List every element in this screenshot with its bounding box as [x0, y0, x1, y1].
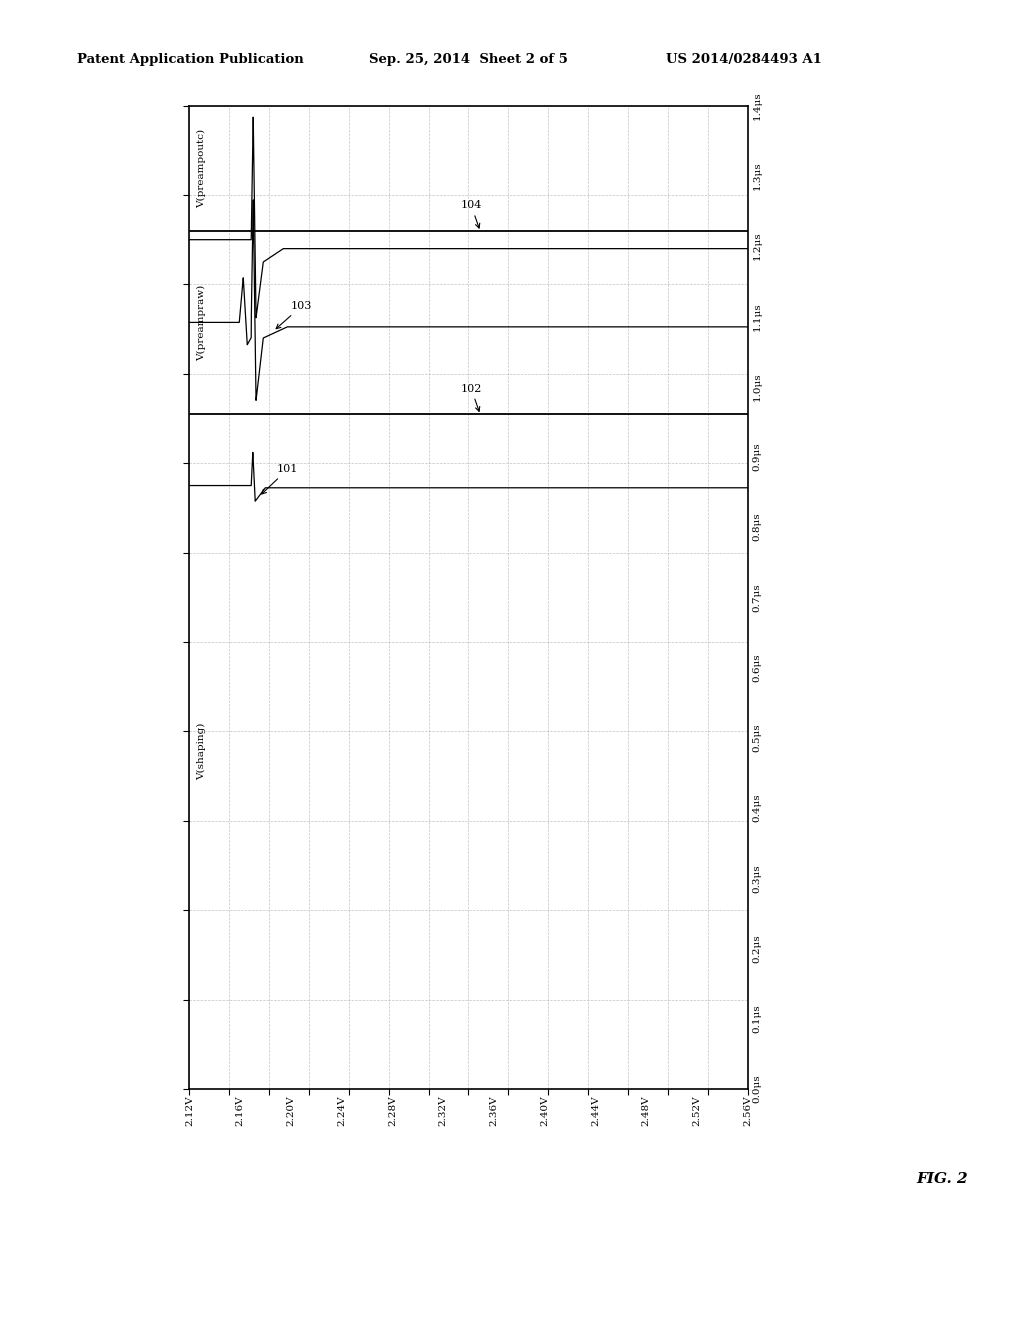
Text: 1.4μs: 1.4μs [753, 91, 762, 120]
Text: 2.12V: 2.12V [185, 1096, 194, 1126]
Text: 2.44V: 2.44V [591, 1096, 600, 1126]
Text: V(preampoutc): V(preampoutc) [197, 128, 206, 207]
Text: 2.36V: 2.36V [489, 1096, 499, 1126]
Text: 101: 101 [262, 465, 299, 494]
Text: 1.2μs: 1.2μs [753, 232, 762, 260]
Text: 0.4μs: 0.4μs [753, 793, 762, 822]
Text: US 2014/0284493 A1: US 2014/0284493 A1 [666, 53, 821, 66]
Text: V(shaping): V(shaping) [197, 723, 206, 780]
Text: 2.28V: 2.28V [388, 1096, 397, 1126]
Text: 2.56V: 2.56V [743, 1096, 752, 1126]
Text: V(preampraw): V(preampraw) [197, 284, 206, 360]
Text: 0.7μs: 0.7μs [753, 583, 762, 611]
Text: 1.1μs: 1.1μs [753, 302, 762, 330]
Text: 104: 104 [461, 201, 482, 228]
Text: 2.52V: 2.52V [692, 1096, 701, 1126]
Text: 0.6μs: 0.6μs [753, 653, 762, 682]
Text: 0.0μs: 0.0μs [753, 1074, 762, 1104]
Text: 103: 103 [276, 301, 312, 329]
Text: 2.32V: 2.32V [438, 1096, 447, 1126]
Text: 0.1μs: 0.1μs [753, 1005, 762, 1034]
Text: 1.0μs: 1.0μs [753, 372, 762, 401]
Text: 102: 102 [461, 384, 482, 412]
Text: 0.5μs: 0.5μs [753, 723, 762, 752]
Text: 2.24V: 2.24V [337, 1096, 346, 1126]
Text: Patent Application Publication: Patent Application Publication [77, 53, 303, 66]
Text: 0.2μs: 0.2μs [753, 935, 762, 962]
Text: 1.3μs: 1.3μs [753, 161, 762, 190]
Text: 2.16V: 2.16V [236, 1096, 245, 1126]
Text: 2.40V: 2.40V [540, 1096, 549, 1126]
Text: 0.8μs: 0.8μs [753, 512, 762, 541]
Text: 0.9μs: 0.9μs [753, 442, 762, 471]
Text: FIG. 2: FIG. 2 [916, 1172, 968, 1187]
Text: Sep. 25, 2014  Sheet 2 of 5: Sep. 25, 2014 Sheet 2 of 5 [369, 53, 567, 66]
Text: 0.3μs: 0.3μs [753, 865, 762, 892]
Text: 2.20V: 2.20V [287, 1096, 295, 1126]
Text: 2.48V: 2.48V [642, 1096, 650, 1126]
